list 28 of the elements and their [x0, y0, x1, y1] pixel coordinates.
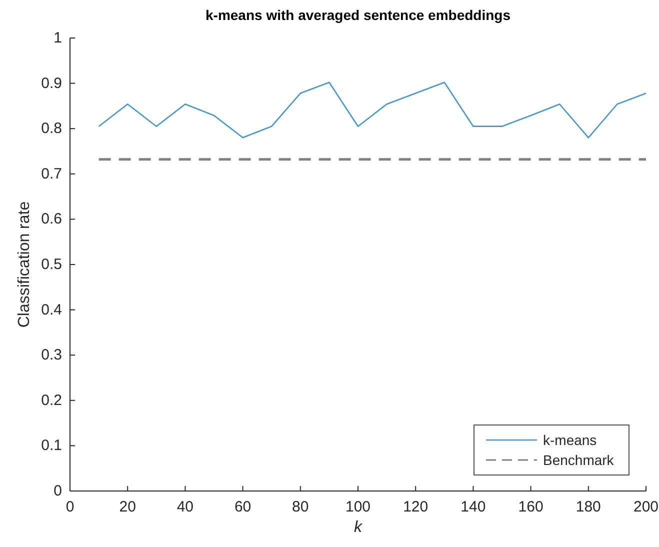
x-tick-label: 40	[176, 498, 194, 516]
y-tick-label: 0.6	[41, 210, 62, 228]
x-axis-title: k	[354, 518, 363, 536]
y-tick-label: 0.7	[41, 165, 62, 182]
y-tick-label: 0.1	[41, 437, 62, 454]
y-tick-label: 0.8	[41, 120, 62, 138]
x-tick-label: 140	[460, 498, 486, 516]
y-tick-label: 1	[54, 30, 62, 46]
x-tick-label: 200	[633, 498, 659, 516]
y-tick-label: 0.3	[41, 346, 62, 364]
legend-label: k-means	[543, 432, 597, 448]
line-series	[98, 82, 647, 138]
legend-label: Benchmark	[543, 452, 615, 468]
x-tick-label: 80	[292, 498, 309, 516]
x-tick-label: 120	[403, 498, 428, 516]
y-axis-title: Classification rate	[16, 201, 32, 328]
y-tick-label: 0.2	[41, 392, 62, 409]
y-tick-label: 0	[54, 482, 62, 500]
x-tick-label: 60	[234, 498, 252, 516]
x-tick-label: 160	[518, 498, 544, 516]
y-tick-label: 0.9	[41, 74, 62, 92]
x-tick-label: 20	[119, 498, 136, 516]
x-tick-label: 0	[66, 498, 74, 516]
x-tick-label: 180	[576, 498, 601, 516]
y-tick-label: 0.4	[41, 301, 62, 318]
y-tick-label: 0.5	[41, 256, 62, 273]
x-tick-label: 100	[345, 498, 371, 516]
chart-title: k-means with averaged sentence embeddings	[206, 7, 511, 23]
